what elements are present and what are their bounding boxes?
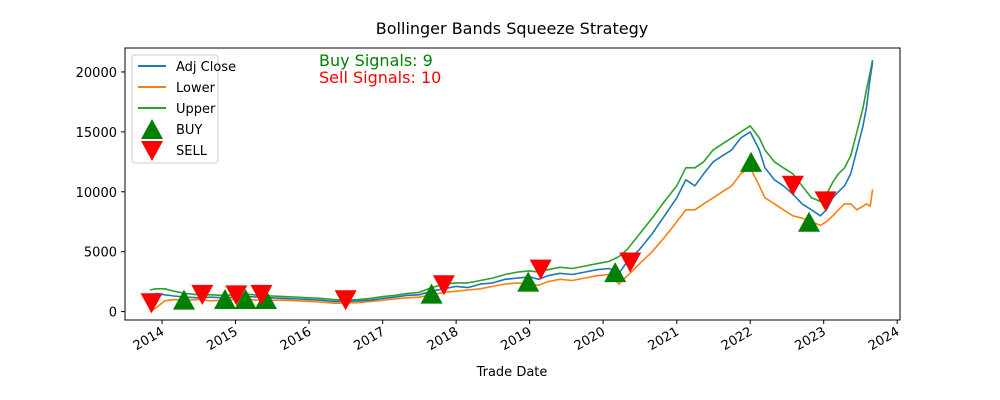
x-tick-label: 2020 [572,324,608,354]
sell-marker-5 [334,290,357,311]
legend-label-upper: Upper [176,102,216,117]
legend-label-buy: BUY [176,123,202,138]
buy-marker-5 [420,283,443,304]
x-tick-label: 2017 [352,324,388,354]
x-tick-label: 2018 [425,324,461,354]
sell-marker-3 [225,285,248,306]
y-tick-label: 5000 [84,246,117,261]
buy-marker-7 [604,262,627,283]
sell-marker-10 [814,191,837,212]
y-axis: 0 5000 10000 15000 20000 [76,66,125,321]
buy-marker-1 [172,289,195,310]
sell-signals-annotation: Sell Signals: 10 [319,68,441,87]
x-axis-label: Trade Date [476,365,548,380]
sell-marker-2 [191,284,214,305]
legend-swatch-buy [141,119,163,139]
x-tick-label: 2019 [498,324,534,354]
series-line-lower [149,167,874,313]
buy-marker-6 [517,271,540,292]
buy-marker-8 [740,151,763,172]
series-line-upper [149,59,874,302]
x-tick-label: 2016 [278,324,314,354]
sell-marker-9 [781,175,804,196]
plot-frame [124,47,901,321]
y-tick-label: 20000 [76,66,117,81]
legend: Adj Close Lower Upper BUY SELL [131,54,236,164]
x-tick-label: 2021 [646,324,682,354]
sell-marker-8 [619,252,642,273]
series-line-adj-close [149,62,874,303]
x-tick-label: 2014 [131,324,167,354]
sell-marker-7 [529,259,552,280]
sell-marker-6 [432,275,455,296]
buy-signals-annotation: Buy Signals: 9 [319,51,433,70]
sell-marker-4 [250,284,273,305]
sell-marker-1 [140,293,163,314]
chart-title: Bollinger Bands Squeeze Strategy [376,19,648,38]
y-tick-label: 10000 [76,186,117,201]
legend-label-adj-close: Adj Close [176,60,236,75]
legend-label-lower: Lower [176,81,216,96]
y-tick-label: 0 [109,306,117,321]
legend-label-sell: SELL [176,144,208,159]
buy-marker-3 [234,289,257,310]
y-tick-label: 15000 [76,126,117,141]
x-axis: 2014 2015 2016 2017 2018 2019 2020 2021 2022 2023… [131,320,902,354]
x-tick-label: 2023 [793,324,829,354]
x-tick-label: 2022 [719,324,755,354]
legend-swatch-sell [141,141,163,161]
buy-marker-9 [798,211,821,232]
x-tick-label: 2024 [866,324,902,354]
buy-marker-4 [254,289,277,310]
x-tick-label: 2015 [204,324,240,354]
buy-marker-2 [214,289,237,310]
